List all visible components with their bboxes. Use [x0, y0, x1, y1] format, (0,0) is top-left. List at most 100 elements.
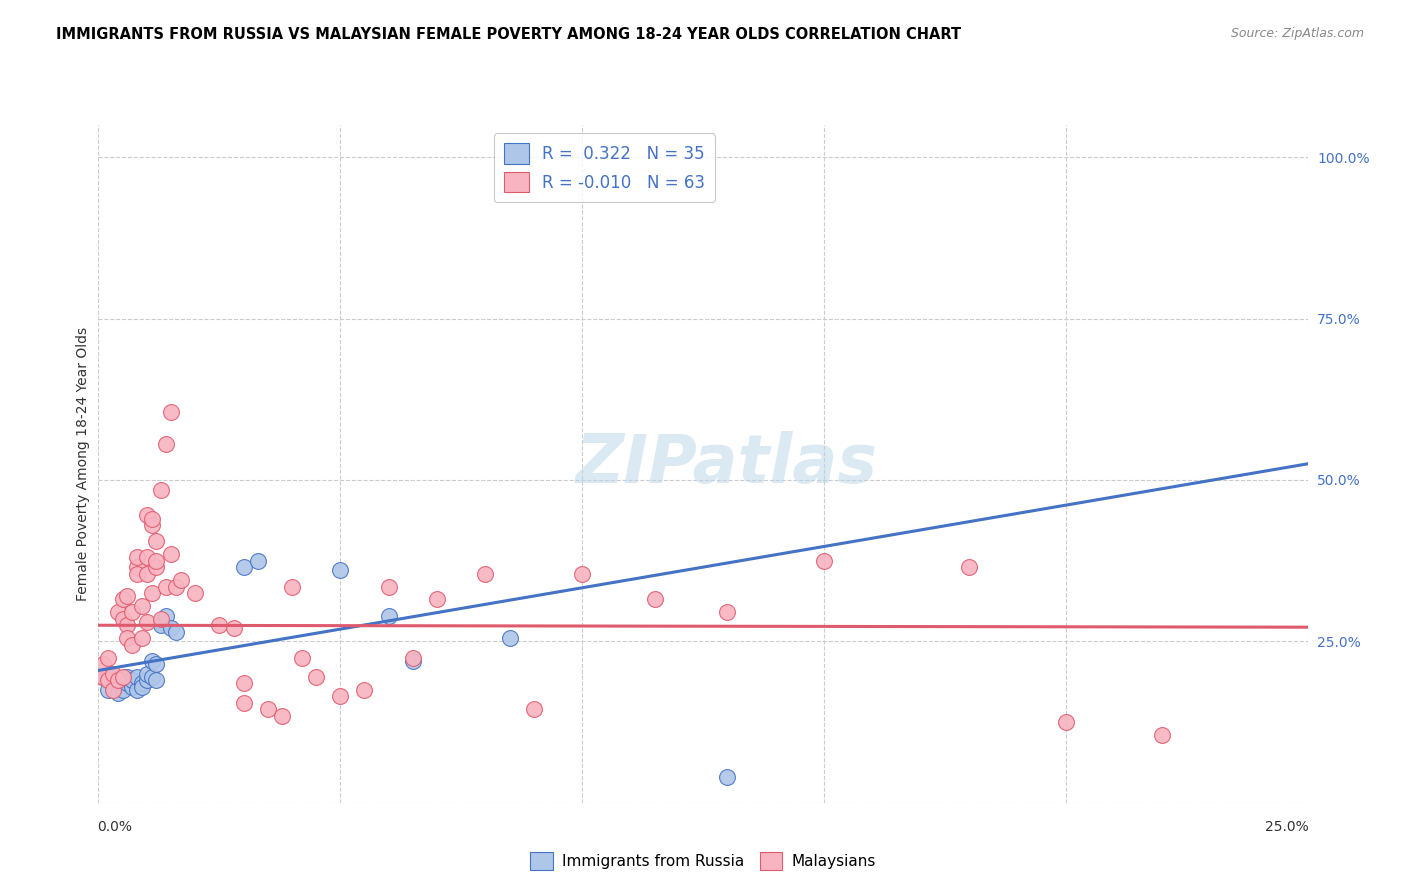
Text: IMMIGRANTS FROM RUSSIA VS MALAYSIAN FEMALE POVERTY AMONG 18-24 YEAR OLDS CORRELA: IMMIGRANTS FROM RUSSIA VS MALAYSIAN FEMA… — [56, 27, 962, 42]
Point — [160, 622, 183, 636]
Point — [91, 670, 114, 684]
Text: 25.0%: 25.0% — [1265, 820, 1309, 834]
Point — [101, 682, 124, 697]
Point — [716, 605, 738, 619]
Point — [256, 702, 278, 716]
Point — [117, 631, 139, 645]
Point — [571, 566, 593, 581]
Point — [1054, 715, 1077, 730]
Point — [155, 608, 177, 623]
Point — [131, 676, 153, 690]
Point — [165, 580, 187, 594]
Point — [121, 638, 143, 652]
Point — [97, 650, 120, 665]
Point — [426, 592, 449, 607]
Point — [135, 615, 157, 629]
Point — [101, 680, 124, 694]
Point — [111, 682, 134, 697]
Point — [145, 560, 167, 574]
Point — [165, 624, 187, 639]
Point — [111, 673, 134, 687]
Point — [131, 599, 153, 613]
Point — [498, 631, 520, 645]
Point — [353, 682, 375, 697]
Point — [111, 612, 134, 626]
Point — [117, 618, 139, 632]
Point — [135, 550, 157, 565]
Point — [160, 405, 183, 419]
Point — [305, 670, 328, 684]
Point — [184, 586, 207, 600]
Point — [155, 437, 177, 451]
Point — [97, 682, 120, 697]
Legend: Immigrants from Russia, Malaysians: Immigrants from Russia, Malaysians — [524, 846, 882, 877]
Point — [169, 573, 191, 587]
Point — [121, 680, 143, 694]
Point — [150, 612, 173, 626]
Point — [131, 631, 153, 645]
Point — [281, 580, 304, 594]
Point — [377, 608, 399, 623]
Point — [107, 676, 129, 690]
Point — [145, 534, 167, 549]
Point — [145, 657, 167, 671]
Point — [117, 676, 139, 690]
Point — [290, 650, 312, 665]
Point — [957, 560, 980, 574]
Point — [127, 560, 149, 574]
Point — [1152, 728, 1174, 742]
Point — [101, 670, 124, 684]
Point — [135, 666, 157, 681]
Point — [127, 566, 149, 581]
Point — [155, 580, 177, 594]
Point — [141, 586, 163, 600]
Point — [150, 618, 173, 632]
Point — [107, 605, 129, 619]
Point — [121, 673, 143, 687]
Point — [141, 512, 163, 526]
Point — [127, 682, 149, 697]
Point — [97, 673, 120, 687]
Point — [150, 483, 173, 497]
Point — [141, 670, 163, 684]
Point — [135, 673, 157, 687]
Point — [141, 518, 163, 533]
Point — [101, 666, 124, 681]
Point — [107, 673, 129, 687]
Point — [329, 690, 352, 704]
Point — [145, 673, 167, 687]
Point — [150, 615, 173, 629]
Point — [141, 654, 163, 668]
Point — [91, 670, 114, 684]
Point — [247, 554, 270, 568]
Point — [329, 563, 352, 577]
Point — [232, 676, 254, 690]
Point — [145, 554, 167, 568]
Point — [402, 654, 425, 668]
Point — [523, 702, 546, 716]
Point — [160, 547, 183, 561]
Point — [117, 670, 139, 684]
Point — [474, 566, 496, 581]
Text: Source: ZipAtlas.com: Source: ZipAtlas.com — [1230, 27, 1364, 40]
Point — [121, 605, 143, 619]
Point — [644, 592, 666, 607]
Text: 0.0%: 0.0% — [97, 820, 132, 834]
Point — [232, 560, 254, 574]
Point — [97, 666, 120, 681]
Text: ZIPatlas: ZIPatlas — [576, 431, 879, 497]
Point — [91, 657, 114, 671]
Point — [127, 550, 149, 565]
Point — [402, 650, 425, 665]
Point — [135, 508, 157, 523]
Point — [222, 622, 245, 636]
Point — [716, 770, 738, 784]
Point — [813, 554, 835, 568]
Point — [377, 580, 399, 594]
Point — [127, 670, 149, 684]
Point — [135, 566, 157, 581]
Point — [107, 686, 129, 700]
Point — [232, 696, 254, 710]
Point — [131, 680, 153, 694]
Point — [111, 670, 134, 684]
